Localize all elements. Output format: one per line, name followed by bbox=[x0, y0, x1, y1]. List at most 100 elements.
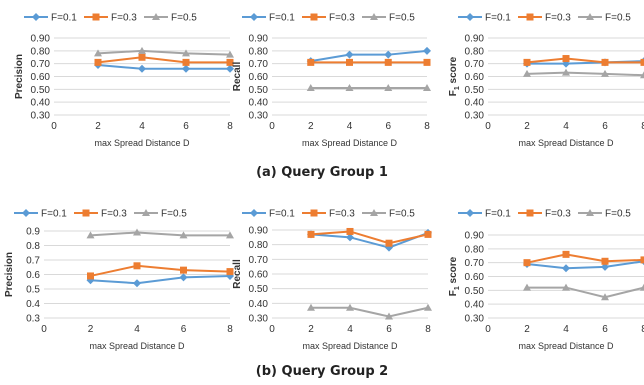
y-tick-label: 0.30 bbox=[249, 314, 269, 325]
data-point bbox=[562, 68, 570, 76]
series-line-3 bbox=[90, 231, 230, 237]
x-tick-label: 6 bbox=[385, 121, 391, 132]
x-tick-label: 4 bbox=[134, 324, 140, 335]
x-tick-label: 6 bbox=[602, 121, 608, 132]
x-axis-label: max Spread Distance D bbox=[302, 138, 398, 148]
y-axis-label: Recall bbox=[232, 62, 243, 92]
y-axis-label: F1 score bbox=[448, 256, 461, 296]
y-tick-label: 0.30 bbox=[249, 111, 269, 122]
y-axis-label: F1 score bbox=[448, 56, 461, 96]
x-tick-label: 8 bbox=[227, 121, 233, 132]
series-line-2 bbox=[310, 230, 429, 245]
data-point bbox=[180, 266, 187, 274]
y-tick-label: 0.70 bbox=[249, 59, 269, 70]
x-tick-label: 4 bbox=[563, 121, 569, 132]
chart-panel-1: 0.30 0.40 0.50 0.60 0.70 0.800.90 0 2 4 6 8 max Spr… bbox=[14, 13, 234, 148]
data-point bbox=[138, 46, 146, 54]
y-tick-label: 0.90 bbox=[249, 34, 269, 45]
y-tick-label: 0.40 bbox=[249, 98, 269, 109]
data-point bbox=[138, 64, 146, 73]
y-tick-label: 0.40 bbox=[465, 300, 485, 311]
legend-label: F=0.3 bbox=[111, 13, 137, 24]
data-point bbox=[94, 49, 102, 57]
x-tick-label: 4 bbox=[563, 324, 569, 335]
legend-marker bbox=[586, 209, 594, 216]
data-point bbox=[601, 69, 609, 77]
legend: F=0.1 F=0.3 F=0.5 bbox=[458, 209, 631, 220]
x-tick-label: 0 bbox=[269, 121, 275, 132]
legend-label: F=0.3 bbox=[545, 13, 571, 24]
x-tick-label: 4 bbox=[139, 121, 145, 132]
data-point bbox=[179, 273, 188, 282]
chart-panel-5: 0.30 0.40 0.50 0.60 0.70 0.80 0.90 0 2 4 6 8 max Spr… bbox=[232, 209, 432, 351]
data-point bbox=[523, 259, 531, 267]
x-axis-label: max Spread Distance D bbox=[94, 138, 190, 148]
series-line-1 bbox=[310, 231, 429, 249]
legend-label: F=0.5 bbox=[605, 13, 631, 24]
series-line-2 bbox=[526, 57, 644, 64]
y-tick-label: 0.40 bbox=[249, 299, 269, 310]
legend-label: F=0.5 bbox=[605, 209, 631, 220]
legend-marker bbox=[92, 13, 100, 21]
y-tick-label: 0.9 bbox=[26, 227, 40, 238]
y-tick-label: 0.4 bbox=[26, 299, 40, 310]
y-tick-label: 0.7 bbox=[26, 256, 40, 267]
data-point bbox=[385, 239, 393, 247]
legend-label: F=0.1 bbox=[485, 13, 511, 24]
y-tick-label: 0.70 bbox=[465, 258, 485, 269]
x-axis-label: max Spread Distance D bbox=[518, 138, 614, 148]
data-point bbox=[133, 279, 141, 288]
legend-label: F=0.3 bbox=[329, 13, 355, 24]
y-tick-label: 0.5 bbox=[26, 285, 40, 296]
x-tick-label: 0 bbox=[41, 324, 47, 335]
x-tick-label: 0 bbox=[269, 324, 275, 335]
legend-label: F=0.1 bbox=[51, 13, 77, 24]
data-point bbox=[346, 233, 354, 242]
series-line-3 bbox=[97, 49, 231, 56]
data-point bbox=[226, 231, 234, 239]
y-tick-label: 0.60 bbox=[249, 270, 269, 281]
data-point bbox=[86, 231, 95, 239]
y-tick-label: 0.90 bbox=[249, 226, 269, 237]
legend-marker bbox=[250, 13, 258, 21]
legend-label: F=0.1 bbox=[485, 209, 511, 220]
data-point bbox=[562, 283, 570, 291]
x-tick-label: 2 bbox=[524, 324, 530, 335]
chart-panel-6: 0.30 0.40 0.50 0.60 0.70 0.80 0.90 0 2 4 6 8 max Spr… bbox=[448, 209, 644, 351]
legend-label: F=0.3 bbox=[101, 209, 127, 220]
data-point bbox=[384, 84, 393, 92]
x-tick-label: 0 bbox=[485, 121, 491, 132]
y-tick-label: 0.90 bbox=[31, 34, 51, 45]
data-point bbox=[601, 293, 609, 301]
legend: F=0.1 F=0.3 F=0.5 bbox=[242, 13, 415, 24]
data-point bbox=[423, 84, 431, 92]
y-tick-label: 0.50 bbox=[249, 85, 269, 96]
x-tick-label: 8 bbox=[641, 324, 644, 335]
y-tick-label: 0.50 bbox=[465, 85, 485, 96]
data-point bbox=[307, 230, 315, 238]
y-tick-label: 0.50 bbox=[465, 286, 485, 297]
data-point bbox=[179, 231, 188, 239]
x-tick-label: 8 bbox=[227, 324, 233, 335]
legend-marker bbox=[152, 13, 160, 20]
legend-marker bbox=[370, 13, 378, 20]
x-axis-label: max Spread Distance D bbox=[89, 341, 185, 351]
legend-marker bbox=[586, 13, 594, 20]
y-tick-label: 0.50 bbox=[31, 85, 51, 96]
data-point bbox=[384, 58, 392, 66]
y-tick-label: 0.80 bbox=[249, 240, 269, 251]
legend: F=0.1 F=0.3 F=0.5 bbox=[24, 13, 197, 24]
x-tick-label: 8 bbox=[424, 121, 430, 132]
data-point bbox=[345, 84, 354, 92]
y-tick-label: 0.90 bbox=[465, 231, 485, 242]
data-point bbox=[523, 69, 531, 77]
data-point bbox=[601, 257, 609, 265]
series-line-2 bbox=[526, 253, 644, 264]
x-tick-label: 2 bbox=[88, 324, 94, 335]
x-tick-label: 2 bbox=[524, 121, 530, 132]
legend: F=0.1 F=0.3 F=0.5 bbox=[242, 209, 415, 220]
series-line-1 bbox=[97, 63, 230, 70]
data-point bbox=[385, 312, 393, 320]
chart-panel-2: 0.30 0.40 0.50 0.60 0.70 0.800.90 0 2 4 6 8 max Spr… bbox=[232, 13, 431, 148]
